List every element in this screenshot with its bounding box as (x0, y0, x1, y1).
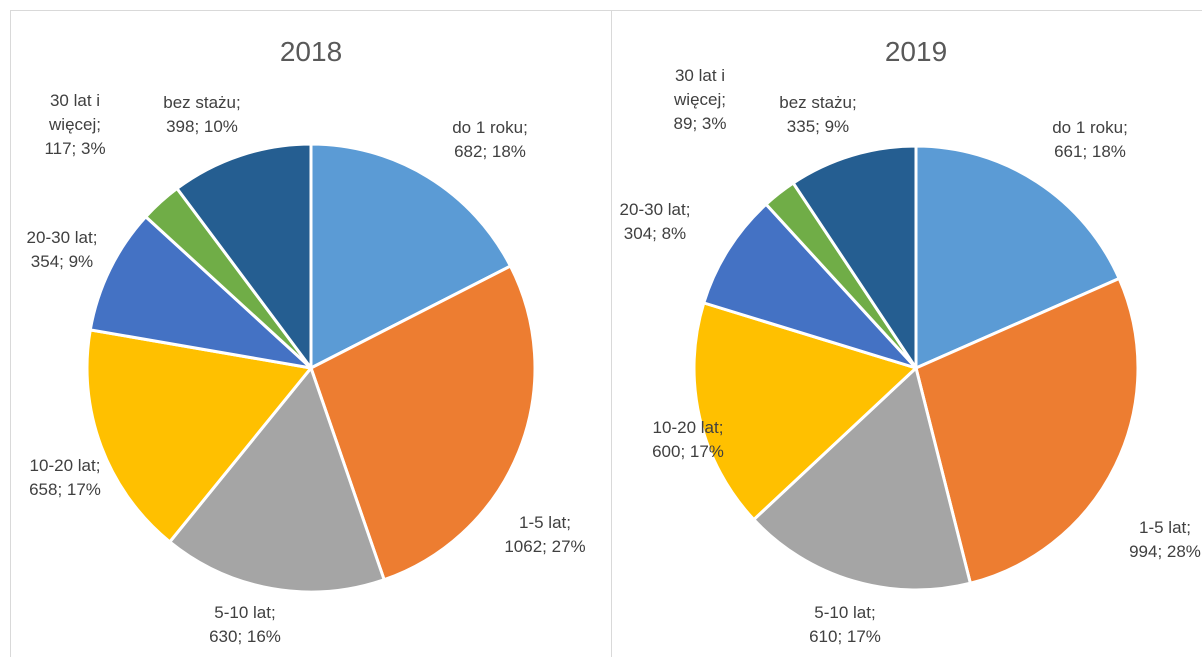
data-label: 10-20 lat; 600; 17% (648, 416, 728, 464)
category-label: bez stażu; (779, 93, 857, 112)
pie-slice (692, 301, 918, 522)
panel-border (611, 10, 1202, 657)
data-label: 1-5 lat; 994; 28% (1125, 516, 1202, 564)
value-label: 354; 9% (30, 252, 94, 271)
pie-slice (914, 277, 1140, 585)
value-label: 304; 8% (623, 224, 687, 243)
category-label: 10-20 lat; (652, 418, 724, 437)
category-label: bez stażu; (163, 93, 241, 112)
category-label: 1-5 lat; (518, 513, 571, 532)
data-label: do 1 roku; 682; 18% (450, 116, 530, 164)
data-label: 5-10 lat; 630; 16% (205, 601, 285, 649)
value-label: 630; 16% (209, 627, 281, 646)
value-label: 398; 10% (166, 117, 238, 136)
pie-slice (791, 144, 918, 370)
category-label: 20-30 lat; (619, 200, 691, 219)
data-label: 30 lat i więcej; 89; 3% (660, 64, 740, 136)
pie-slice (702, 202, 918, 370)
category-label: do 1 roku; (1052, 118, 1128, 137)
data-label: bez stażu; 335; 9% (778, 91, 858, 139)
pie-slice (88, 215, 313, 370)
data-label: 10-20 lat; 658; 17% (25, 454, 105, 502)
category-label: 30 lat i więcej; (49, 91, 101, 134)
data-label: 1-5 lat; 1062; 27% (504, 511, 585, 559)
pie-slice (309, 264, 537, 582)
data-label: 5-10 lat; 610; 17% (805, 601, 885, 649)
data-label: 30 lat i więcej; 117; 3% (35, 89, 115, 161)
data-label: do 1 roku; 661; 18% (1050, 116, 1130, 164)
value-label: 994; 28% (1129, 542, 1201, 561)
category-label: 20-30 lat; (26, 228, 98, 247)
value-label: 117; 3% (44, 139, 106, 158)
value-label: 610; 17% (809, 627, 881, 646)
data-label: 20-30 lat; 304; 8% (615, 198, 695, 246)
pie-slice (752, 366, 972, 592)
pie-slice (309, 142, 512, 370)
chart-title: 2019 (884, 36, 948, 67)
pie-slice (175, 142, 313, 370)
value-label: 682; 18% (454, 142, 526, 161)
value-label: 600; 17% (652, 442, 724, 461)
value-label: 658; 17% (29, 480, 101, 499)
data-label: bez stażu; 398; 10% (162, 91, 242, 139)
category-label: 1-5 lat; (1139, 518, 1191, 537)
category-label: do 1 roku; (452, 118, 528, 137)
category-label: 10-20 lat; (29, 456, 101, 475)
value-label: 335; 9% (786, 117, 850, 136)
value-label: 89; 3% (673, 114, 727, 133)
category-label: 5-10 lat; (214, 603, 276, 622)
value-label: 1062; 27% (504, 537, 586, 556)
category-label: 5-10 lat; (814, 603, 876, 622)
category-label: 30 lat i więcej; (674, 66, 726, 109)
pie-slice (85, 328, 313, 544)
pie-slice (914, 144, 1121, 370)
pie-slice (168, 366, 386, 594)
value-label: 661; 18% (1054, 142, 1126, 161)
data-label: 20-30 lat; 354; 9% (22, 226, 102, 274)
chart-title: 2018 (279, 36, 343, 67)
